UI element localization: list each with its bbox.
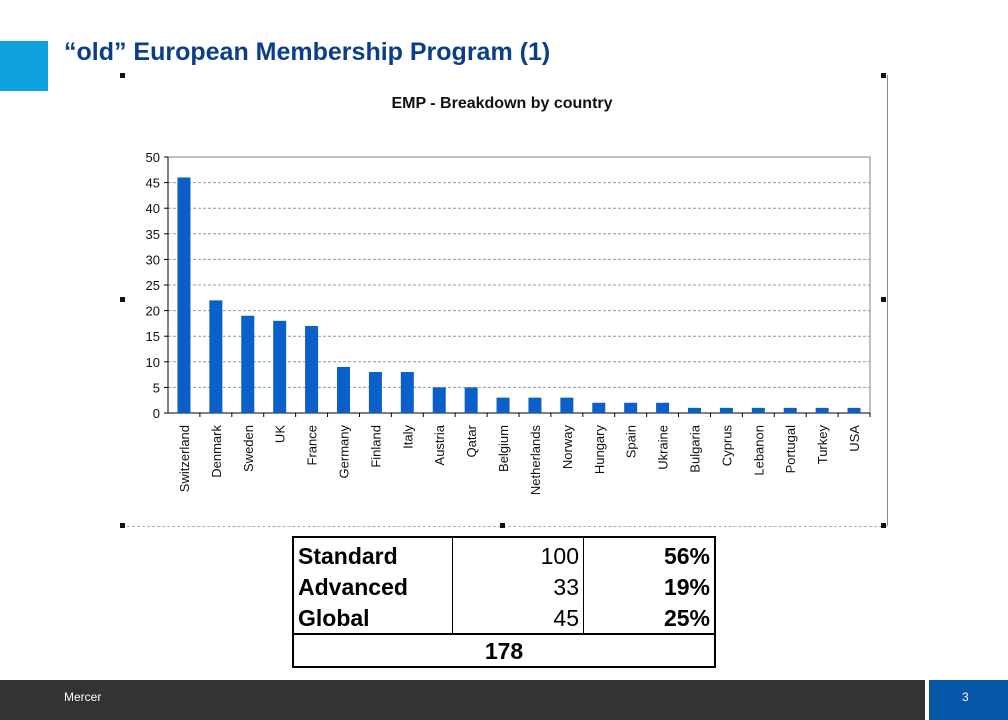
bars xyxy=(177,177,861,413)
selection-handle-top-right[interactable] xyxy=(881,73,886,78)
bar-spain xyxy=(624,402,638,413)
bar-norway xyxy=(560,397,574,413)
x-tick-label: UK xyxy=(273,425,288,443)
x-tick-label: Switzerland xyxy=(177,425,192,492)
count-cell: 45 xyxy=(452,602,584,634)
selection-handle-middle-right[interactable] xyxy=(881,297,886,302)
footer-company-name: Mercer xyxy=(64,690,102,704)
y-tick-label: 0 xyxy=(153,406,160,421)
x-tick-label: Lebanon xyxy=(751,425,766,476)
total-row: 178 xyxy=(293,633,715,667)
bar-sweden xyxy=(241,315,255,413)
selection-handle-bottom-left[interactable] xyxy=(120,523,125,528)
x-tick-label: USA xyxy=(847,425,862,452)
table-row: Global 45 25% xyxy=(293,602,715,634)
category-cell: Standard xyxy=(293,537,453,571)
x-tick-label: Hungary xyxy=(592,425,607,475)
table-row: Standard 100 56% xyxy=(293,537,715,571)
bar-switzerland xyxy=(177,177,191,413)
x-tick-label: Ukraine xyxy=(656,425,671,470)
membership-summary-table: Standard 100 56% Advanced 33 19% Global … xyxy=(292,536,716,668)
x-tick-label: Finland xyxy=(368,425,383,468)
x-tick-label: Austria xyxy=(432,424,447,465)
x-tick-label: Qatar xyxy=(464,424,479,457)
page-number: 3 xyxy=(962,690,969,704)
y-tick-label: 25 xyxy=(146,278,160,293)
page-title: “old” European Membership Program (1) xyxy=(64,38,551,66)
bar-portugal xyxy=(783,407,797,413)
y-tick-label: 45 xyxy=(146,176,160,191)
y-tick-label: 15 xyxy=(146,329,160,344)
count-cell: 100 xyxy=(452,537,584,571)
x-tick-label: Turkey xyxy=(815,425,830,465)
selection-handle-top-left[interactable] xyxy=(120,73,125,78)
bar-usa xyxy=(847,407,861,413)
y-tick-label: 40 xyxy=(146,201,160,216)
x-tick-label: Germany xyxy=(337,425,352,479)
x-tick-label: Netherlands xyxy=(528,425,543,496)
x-tick-label: Sweden xyxy=(241,425,256,472)
y-tick-label: 30 xyxy=(146,252,160,267)
x-axis-labels: Switzerland Denmark Sweden UK France Germany F… xyxy=(177,413,871,496)
bar-turkey xyxy=(815,407,829,413)
x-tick-label: Denmark xyxy=(209,425,224,478)
category-cell: Advanced xyxy=(293,571,453,602)
bar-netherlands xyxy=(528,397,542,413)
x-tick-label: Bulgaria xyxy=(688,424,703,472)
y-tick-label: 5 xyxy=(153,380,160,395)
x-tick-label: France xyxy=(305,425,320,465)
bar-uk xyxy=(273,320,287,413)
bar-ukraine xyxy=(656,402,670,413)
x-tick-label: Norway xyxy=(560,425,575,470)
bar-denmark xyxy=(209,300,223,413)
bar-france xyxy=(305,325,319,413)
bar-finland xyxy=(368,372,382,413)
x-tick-label: Spain xyxy=(624,425,639,458)
title-accent-square xyxy=(0,41,48,91)
selection-handle-bottom-right[interactable] xyxy=(881,523,886,528)
percent-cell: 19% xyxy=(663,573,710,600)
bar-austria xyxy=(432,387,446,413)
total-cell: 178 xyxy=(293,633,715,667)
chart-title: EMP - Breakdown by country xyxy=(391,95,612,112)
gridlines xyxy=(167,156,871,414)
bar-lebanon xyxy=(751,407,765,413)
bar-cyprus xyxy=(719,407,733,413)
y-tick-label: 10 xyxy=(146,355,160,370)
bar-italy xyxy=(400,372,414,413)
bar-chart: EMP - Breakdown by country 0 5 10 15 20 25 30 3… xyxy=(146,95,871,496)
bar-belgium xyxy=(496,397,510,413)
selection-handle-middle-left[interactable] xyxy=(120,297,125,302)
x-tick-label: Cyprus xyxy=(719,425,734,467)
x-tick-label: Italy xyxy=(400,425,415,449)
category-cell: Global xyxy=(293,602,453,634)
footer-bar xyxy=(0,680,925,720)
y-tick-label: 50 xyxy=(146,150,160,165)
selection-handle-bottom-center[interactable] xyxy=(500,523,505,528)
bar-qatar xyxy=(464,387,478,413)
page-number-box xyxy=(929,680,1008,720)
y-tick-label: 35 xyxy=(146,227,160,242)
percent-cell: 56% xyxy=(663,542,710,569)
bar-germany xyxy=(337,366,350,413)
y-tick-label: 20 xyxy=(146,304,160,319)
count-cell: 33 xyxy=(452,571,584,602)
percent-cell: 25% xyxy=(663,604,710,631)
x-tick-label: Belgium xyxy=(496,425,511,472)
chart-frame[interactable]: EMP - Breakdown by country 0 5 10 15 20 25 30 3… xyxy=(120,73,888,528)
bar-hungary xyxy=(592,402,606,413)
table-row: Advanced 33 19% xyxy=(293,571,715,602)
x-tick-label: Portugal xyxy=(783,425,798,474)
bar-bulgaria xyxy=(688,407,701,413)
